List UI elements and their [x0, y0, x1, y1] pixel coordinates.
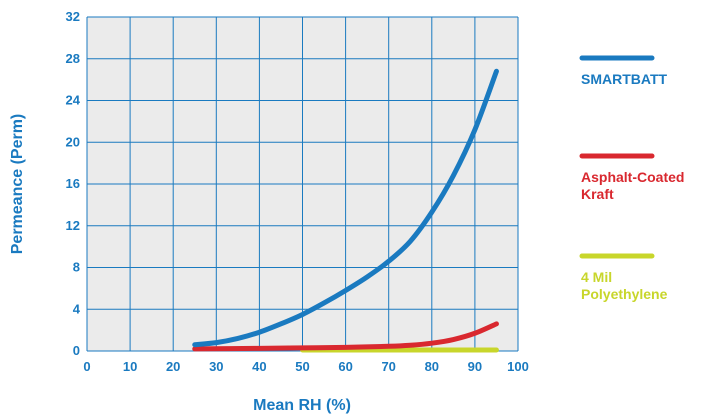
y-tick-label-0: 0 — [73, 343, 80, 358]
series-line-0 — [192, 68, 499, 348]
legend-label-1-1: Kraft — [581, 186, 614, 202]
x-tick-label-4: 40 — [252, 359, 266, 374]
y-tick-labels: 0 4 8 12 16 20 24 28 32 — [66, 9, 81, 358]
series-lines — [192, 68, 499, 353]
y-tick-label-2: 8 — [73, 260, 80, 275]
legend-label-0-0: SMARTBATT — [581, 71, 668, 87]
y-tick-label-4: 16 — [66, 176, 80, 191]
x-tick-label-2: 20 — [166, 359, 180, 374]
x-tick-label-3: 30 — [209, 359, 223, 374]
grid-lines — [86, 16, 519, 352]
series-line-1 — [192, 321, 499, 352]
x-tick-label-5: 50 — [295, 359, 309, 374]
y-tick-label-7: 28 — [66, 51, 80, 66]
legend-label-2-1: Polyethylene — [581, 286, 668, 302]
y-tick-label-5: 20 — [66, 134, 80, 149]
x-tick-label-9: 90 — [468, 359, 482, 374]
x-tick-label-6: 60 — [338, 359, 352, 374]
y-tick-label-1: 4 — [73, 301, 81, 316]
y-axis-title: Permeance (Perm) — [9, 114, 26, 255]
x-tick-label-1: 10 — [123, 359, 137, 374]
x-tick-label-10: 100 — [507, 359, 529, 374]
legend-label-1-0: Asphalt-Coated — [581, 169, 684, 185]
y-tick-label-8: 32 — [66, 9, 80, 24]
x-tick-labels: 0 10 20 30 40 50 60 70 80 90 100 — [83, 359, 528, 374]
x-axis-title: Mean RH (%) — [253, 397, 351, 414]
x-tick-label-0: 0 — [83, 359, 90, 374]
y-tick-label-6: 24 — [66, 93, 81, 108]
x-tick-label-7: 70 — [381, 359, 395, 374]
y-tick-label-3: 12 — [66, 218, 80, 233]
legend-label-2-0: 4 Mil — [581, 269, 612, 285]
x-tick-label-8: 80 — [425, 359, 439, 374]
